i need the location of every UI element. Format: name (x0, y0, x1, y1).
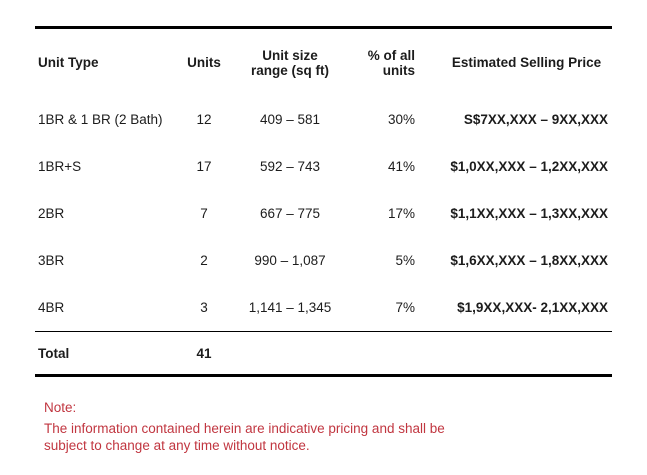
cell-size-range: 592 – 743 (259, 159, 321, 174)
cell-size-range: 990 – 1,087 (254, 253, 326, 268)
cell-unit-type: 4BR (38, 300, 65, 315)
table-row: 1BR+S 17 592 – 743 41% $1,0XX,XXX – 1,2X… (35, 143, 612, 190)
header-units: Units (187, 55, 221, 70)
cell-price: $1,6XX,XXX – 1,8XX,XXX (450, 253, 608, 268)
cell-units: 3 (200, 300, 208, 315)
cell-unit-type: 1BR & 1 BR (2 Bath) (38, 112, 163, 127)
table-row: 3BR 2 990 – 1,087 5% $1,6XX,XXX – 1,8XX,… (35, 237, 612, 284)
cell-price: $1,1XX,XXX – 1,3XX,XXX (450, 206, 608, 221)
cell-size-range: 409 – 581 (259, 112, 321, 127)
header-pct-line1: % of all (367, 47, 415, 63)
cell-size-range: 1,141 – 1,345 (248, 300, 332, 315)
table-row: 4BR 3 1,141 – 1,345 7% $1,9XX,XXX- 2,1XX… (35, 284, 612, 331)
cell-unit-type: 2BR (38, 206, 65, 221)
unit-pricing-table: Unit Type Units Unit size range (sq ft) … (35, 26, 612, 377)
pricing-note: Note: The information contained herein a… (44, 399, 445, 454)
table-row: 1BR & 1 BR (2 Bath) 12 409 – 581 30% S$7… (35, 96, 612, 143)
cell-price: S$7XX,XXX – 9XX,XXX (463, 112, 608, 127)
cell-price: $1,9XX,XXX- 2,1XX,XXX (457, 300, 608, 315)
cell-units: 2 (200, 253, 208, 268)
cell-size-range: 667 – 775 (259, 206, 321, 221)
header-pct-line2: units (382, 62, 415, 78)
total-label: Total (38, 345, 70, 361)
cell-units: 7 (200, 206, 208, 221)
cell-units: 12 (196, 112, 212, 127)
cell-units: 17 (196, 159, 212, 174)
note-line-2: subject to change at any time without no… (44, 438, 310, 453)
cell-pct: 17% (387, 206, 415, 221)
table-total-row: Total 41 (35, 332, 612, 374)
table-body: 1BR & 1 BR (2 Bath) 12 409 – 581 30% S$7… (35, 96, 612, 332)
header-unit-size-range: Unit size range (sq ft) (225, 48, 355, 78)
table-header-row: Unit Type Units Unit size range (sq ft) … (35, 29, 612, 96)
total-units-value: 41 (196, 345, 212, 361)
cell-pct: 7% (395, 300, 415, 315)
cell-price: $1,0XX,XXX – 1,2XX,XXX (450, 159, 608, 174)
cell-pct: 41% (387, 159, 415, 174)
note-label: Note: (44, 400, 77, 415)
note-line-1: The information contained herein are ind… (44, 421, 445, 436)
table-row: 2BR 7 667 – 775 17% $1,1XX,XXX – 1,3XX,X… (35, 190, 612, 237)
cell-unit-type: 1BR+S (38, 159, 82, 174)
cell-pct: 5% (395, 253, 415, 268)
cell-unit-type: 3BR (38, 253, 65, 268)
header-pct-of-all-units: % of all units (355, 48, 415, 78)
header-unit-type: Unit Type (38, 55, 99, 70)
header-unit-size-line2: range (sq ft) (250, 62, 329, 78)
header-unit-size-line1: Unit size (262, 47, 318, 63)
cell-pct: 30% (387, 112, 415, 127)
header-estimated-selling-price: Estimated Selling Price (451, 55, 602, 70)
